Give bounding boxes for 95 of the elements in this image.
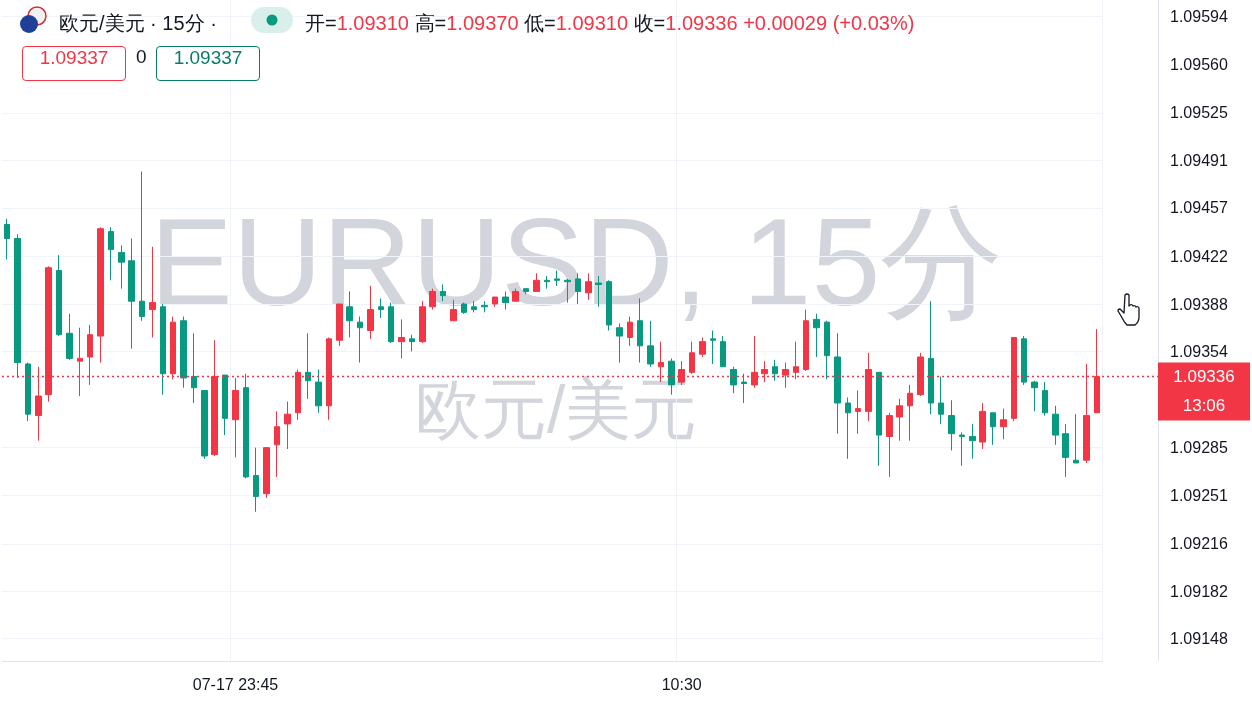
candlestick	[274, 410, 280, 478]
candlestick	[938, 376, 944, 425]
text: 13:06	[1182, 396, 1226, 416]
candlestick	[741, 373, 747, 404]
y-tick-label: 1.09388	[1170, 295, 1228, 313]
candlestick	[263, 447, 270, 499]
y-tick-label: 1.09148	[1170, 630, 1228, 648]
candlestick	[1021, 335, 1027, 386]
candlestick	[139, 171, 145, 322]
candlestick	[492, 296, 498, 308]
candlestick	[523, 288, 529, 295]
x-tick-label: 07-17 23:45	[192, 675, 279, 693]
candlestick	[481, 300, 488, 313]
candlestick	[647, 320, 654, 368]
candlestick	[440, 283, 446, 302]
candlestick	[824, 320, 830, 380]
candlestick	[896, 398, 903, 442]
candlestick	[118, 244, 125, 290]
y-tick-label: 1.09560	[1170, 55, 1228, 73]
candlestick	[554, 270, 560, 287]
candlestick	[450, 299, 457, 322]
y-tick-label: 1.09457	[1170, 199, 1228, 217]
candlestick	[585, 272, 592, 301]
candlestick	[191, 332, 197, 404]
candlestick	[409, 334, 415, 352]
candlestick	[429, 288, 436, 311]
y-tick-label: 1.09354	[1170, 342, 1228, 360]
candlestick	[461, 302, 467, 315]
candlestick	[149, 246, 156, 338]
candlestick	[855, 389, 861, 435]
candlestick	[689, 341, 695, 375]
annotation: 1.09337	[156, 46, 260, 81]
candlestick	[108, 226, 114, 281]
candlestick	[253, 447, 259, 513]
ref-line-label: 1.09336	[1173, 367, 1235, 387]
candlestick	[1000, 408, 1007, 440]
x-tick-label: 10:30	[661, 675, 702, 693]
candlestick	[1031, 380, 1038, 412]
candlestick	[232, 377, 239, 458]
candlestick	[502, 290, 509, 311]
candlestick	[4, 218, 10, 260]
y-tick-label: 1.09422	[1170, 248, 1228, 266]
candlestick	[948, 399, 955, 451]
candlestick	[876, 371, 882, 467]
candlestick	[284, 401, 291, 450]
candlestick	[813, 313, 820, 358]
candlestick	[886, 412, 893, 478]
candlestick	[564, 278, 571, 304]
candlestick	[834, 332, 841, 435]
y-tick-label: 1.09491	[1170, 151, 1228, 169]
candlestick	[378, 297, 384, 319]
annotation: 1.09337	[22, 46, 126, 81]
candlestick	[1062, 423, 1069, 478]
candlestick	[595, 275, 602, 308]
candlestick	[1042, 381, 1048, 417]
candlestick	[14, 233, 21, 379]
candlestick	[969, 423, 976, 460]
candlestick	[710, 330, 716, 365]
candlestick	[730, 366, 737, 394]
candlestick	[305, 332, 311, 400]
candlestick	[979, 402, 986, 450]
candlestick	[128, 237, 135, 350]
candlestick	[1052, 405, 1059, 446]
candlestick	[544, 275, 550, 290]
candlestick	[907, 384, 913, 442]
candlestick	[575, 272, 581, 305]
candlestick	[803, 309, 809, 372]
y-tick-label: 1.09251	[1170, 486, 1228, 504]
annotation: 0	[136, 46, 147, 69]
candlestick	[315, 369, 322, 414]
candlestick	[56, 254, 62, 337]
y-tick-label: 1.09525	[1170, 104, 1228, 122]
candlestick	[772, 359, 778, 382]
text: 欧元/美元 · 15分 ·	[59, 12, 217, 34]
candlestick	[66, 313, 73, 361]
candlestick	[512, 288, 519, 302]
y-tick-label: 1.09594	[1170, 8, 1228, 26]
candlestick	[97, 226, 104, 364]
y-tick-label: 1.09182	[1170, 582, 1228, 600]
y-tick-label: 1.09216	[1170, 535, 1228, 553]
candlestick	[720, 335, 726, 368]
candlestick	[845, 396, 851, 460]
candlestick	[243, 373, 249, 479]
candlestick	[471, 300, 477, 313]
candlestick	[25, 362, 31, 422]
candlestick	[222, 374, 228, 436]
y-tick-label: 1.09285	[1170, 439, 1228, 457]
text: 开=1.09310 高=1.09370 低=1.09310 收=1.09336 +0.00029 (+0.03%)	[305, 12, 915, 34]
candlestick	[959, 431, 965, 467]
candlestick	[533, 272, 540, 292]
candlestick	[616, 323, 623, 364]
candlestick	[201, 389, 208, 460]
candlestick	[990, 412, 996, 446]
candlestick	[699, 336, 706, 358]
candlestick	[1073, 413, 1079, 464]
